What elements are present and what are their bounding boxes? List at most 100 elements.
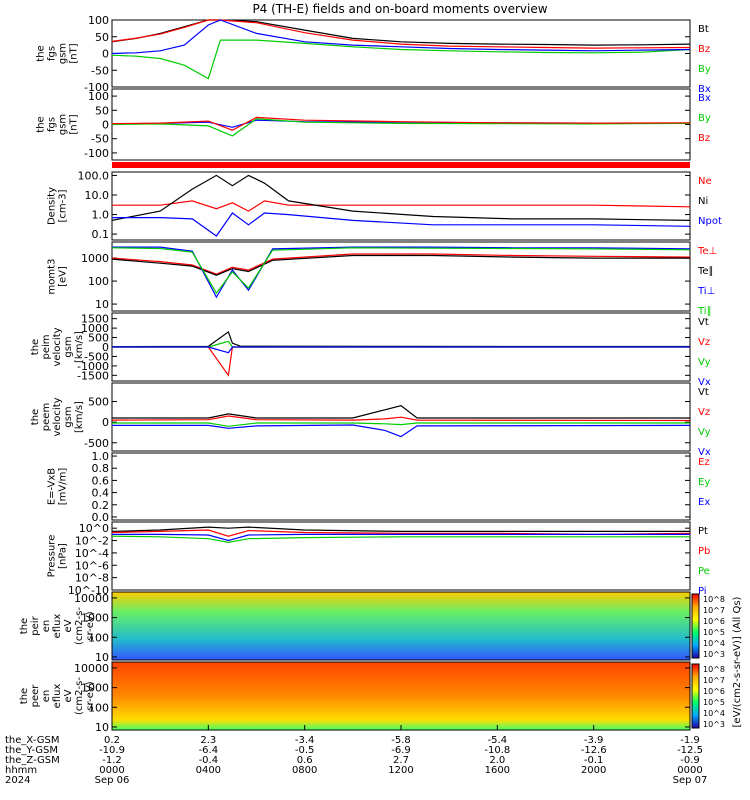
colorbar-tick: 10^3 <box>703 650 725 659</box>
y-axis-label: peir <box>30 615 41 635</box>
y-axis-label: momt3 <box>47 259 58 295</box>
y-tick-label: 10^-8 <box>75 572 109 585</box>
y-tick-label: 1500 <box>81 313 109 326</box>
colorbar: [eV/(cm2-s-sr-eV)] (All Qs) 10^8 10^7 10^6 1… <box>691 593 743 729</box>
y-axis-label: fgs <box>47 117 58 132</box>
y-axis-label: [nPa] <box>58 543 69 569</box>
x-row-value: 0400 <box>196 765 221 776</box>
series-line-Te⊥ <box>111 253 691 275</box>
legend-entry: Pe <box>698 566 710 577</box>
colorbar-tick: 10^5 <box>703 698 725 707</box>
y-tick-label: 10000 <box>74 592 109 605</box>
series-line-Vx <box>112 424 691 438</box>
x-row-value: -0.5 <box>295 745 315 756</box>
y-axis-label: peim <box>41 334 52 359</box>
colorbar-tick: 10^6 <box>703 617 725 626</box>
y-tick-label: 10 <box>95 721 109 734</box>
colorbar-tick: 10^5 <box>703 628 725 637</box>
y-axis-label: gsm <box>58 114 69 135</box>
y-axis-label: Density <box>47 187 58 225</box>
y-axis-label: gsm <box>63 336 74 357</box>
y-tick-label: 10^-2 <box>75 535 109 548</box>
x-row-value: -10.8 <box>484 745 510 756</box>
x-row-value: -3.4 <box>295 735 315 746</box>
colorbar-tick: 10^6 <box>703 687 725 696</box>
legend-entry: Vy <box>698 357 711 368</box>
series-line-By <box>111 118 691 137</box>
heatmap-field <box>112 592 690 660</box>
x-row-value: -5.8 <box>391 735 411 746</box>
panel-frame <box>111 452 691 521</box>
colorbar-bottom <box>691 663 700 729</box>
panel-peir_eflux: 10000 1000 100 10 the peir en eflux eV (cm2-s-sr-… <box>19 591 691 664</box>
legend-entry: Ex <box>698 497 710 508</box>
legend-entry: Te⊥ <box>697 246 717 257</box>
y-tick-label: -500 <box>84 350 109 363</box>
panel-e_vxb: 1.00.80.60.40.20.0 E=-VxB [mV/m] Ez Ey Ex <box>47 450 711 524</box>
y-tick-label: 1000 <box>81 612 109 625</box>
legend-entry: Bx <box>698 93 711 104</box>
panel-mom_t3: 1000 100 10 momt3 [eV] Te⊥ Te∥ Ti⊥ Ti∥ <box>47 241 717 317</box>
x-row-value: 1600 <box>485 765 510 776</box>
series-line-Ni <box>111 174 691 221</box>
x-row-value: -10.9 <box>99 745 125 756</box>
legend-entry: Ti∥ <box>697 306 712 317</box>
y-tick-label: 0 <box>102 416 109 429</box>
y-tick-label: 10 <box>95 298 109 311</box>
y-tick-label: 100 <box>88 275 109 288</box>
y-tick-label: 100 <box>88 90 109 103</box>
y-tick-label: 1.0 <box>92 209 110 222</box>
y-tick-label: 10.0 <box>85 189 110 202</box>
x-row-value: -12.5 <box>677 745 703 756</box>
legend-entry: Bz <box>698 133 710 144</box>
separator-band <box>112 162 690 168</box>
y-tick-label: -100 <box>84 81 109 94</box>
y-tick-label: 10^-10 <box>68 584 109 597</box>
x-row-value: Sep 06 <box>95 775 130 786</box>
legend-entry: Bx <box>698 84 711 95</box>
series-line-Vt <box>112 405 690 419</box>
x-row-label: the_X-GSM <box>5 735 59 746</box>
x-row-value: 2.0 <box>489 755 505 766</box>
x-row-value: -3.9 <box>584 735 604 746</box>
y-tick-label: 0 <box>102 48 109 61</box>
y-axis-label: [cm-3] <box>58 189 69 222</box>
x-row-value: 2.7 <box>393 755 409 766</box>
y-axis-label: [eV] <box>58 266 69 287</box>
y-tick-label: 0.2 <box>92 499 110 512</box>
y-axis-label: E=-VxB <box>47 468 58 505</box>
y-axis-label: Pressure <box>47 535 58 578</box>
colorbar-tick: 10^7 <box>703 606 725 615</box>
x-row-value: -0.9 <box>680 755 700 766</box>
x-row-value: 2000 <box>581 765 606 776</box>
y-tick-label: -50 <box>91 133 109 146</box>
legend-entry: Vz <box>698 337 710 348</box>
panel-peem_velocity: 500 0 -500 the peem velocity gsm [km/s] Vt Vz Vy Vx <box>30 382 711 458</box>
series-line-Bt <box>111 19 691 46</box>
panel-frame <box>111 521 691 591</box>
y-tick-label: -100 <box>84 147 109 160</box>
y-tick-label: 1.0 <box>92 450 110 463</box>
y-axis-label: eV <box>63 619 74 632</box>
colorbar-tick: 10^8 <box>703 665 725 674</box>
colorbar-tick: 10^3 <box>703 720 725 729</box>
series-line-Pt <box>111 526 690 533</box>
legend-entry: Npot <box>698 216 722 227</box>
series-line-Vy <box>112 422 690 427</box>
x-row-value: -1.9 <box>680 735 700 746</box>
legend-entry: Bz <box>698 44 710 55</box>
y-axis-label: eflux <box>52 614 63 639</box>
y-axis-label: [mV/m] <box>58 468 69 506</box>
legend-entry: By <box>698 113 711 124</box>
legend-entry: Ez <box>698 457 710 468</box>
legend-entry: Ne <box>698 176 712 187</box>
y-axis-label: en <box>41 620 52 633</box>
colorbar-tick: 10^7 <box>703 676 725 685</box>
series-line-Pi <box>112 533 690 542</box>
legend-entry: Vx <box>698 377 711 388</box>
x-row-value: 0000 <box>677 765 702 776</box>
series-line-Bz <box>111 19 691 49</box>
y-axis-label: peem <box>41 403 52 431</box>
y-tick-label: 1000 <box>81 682 109 695</box>
